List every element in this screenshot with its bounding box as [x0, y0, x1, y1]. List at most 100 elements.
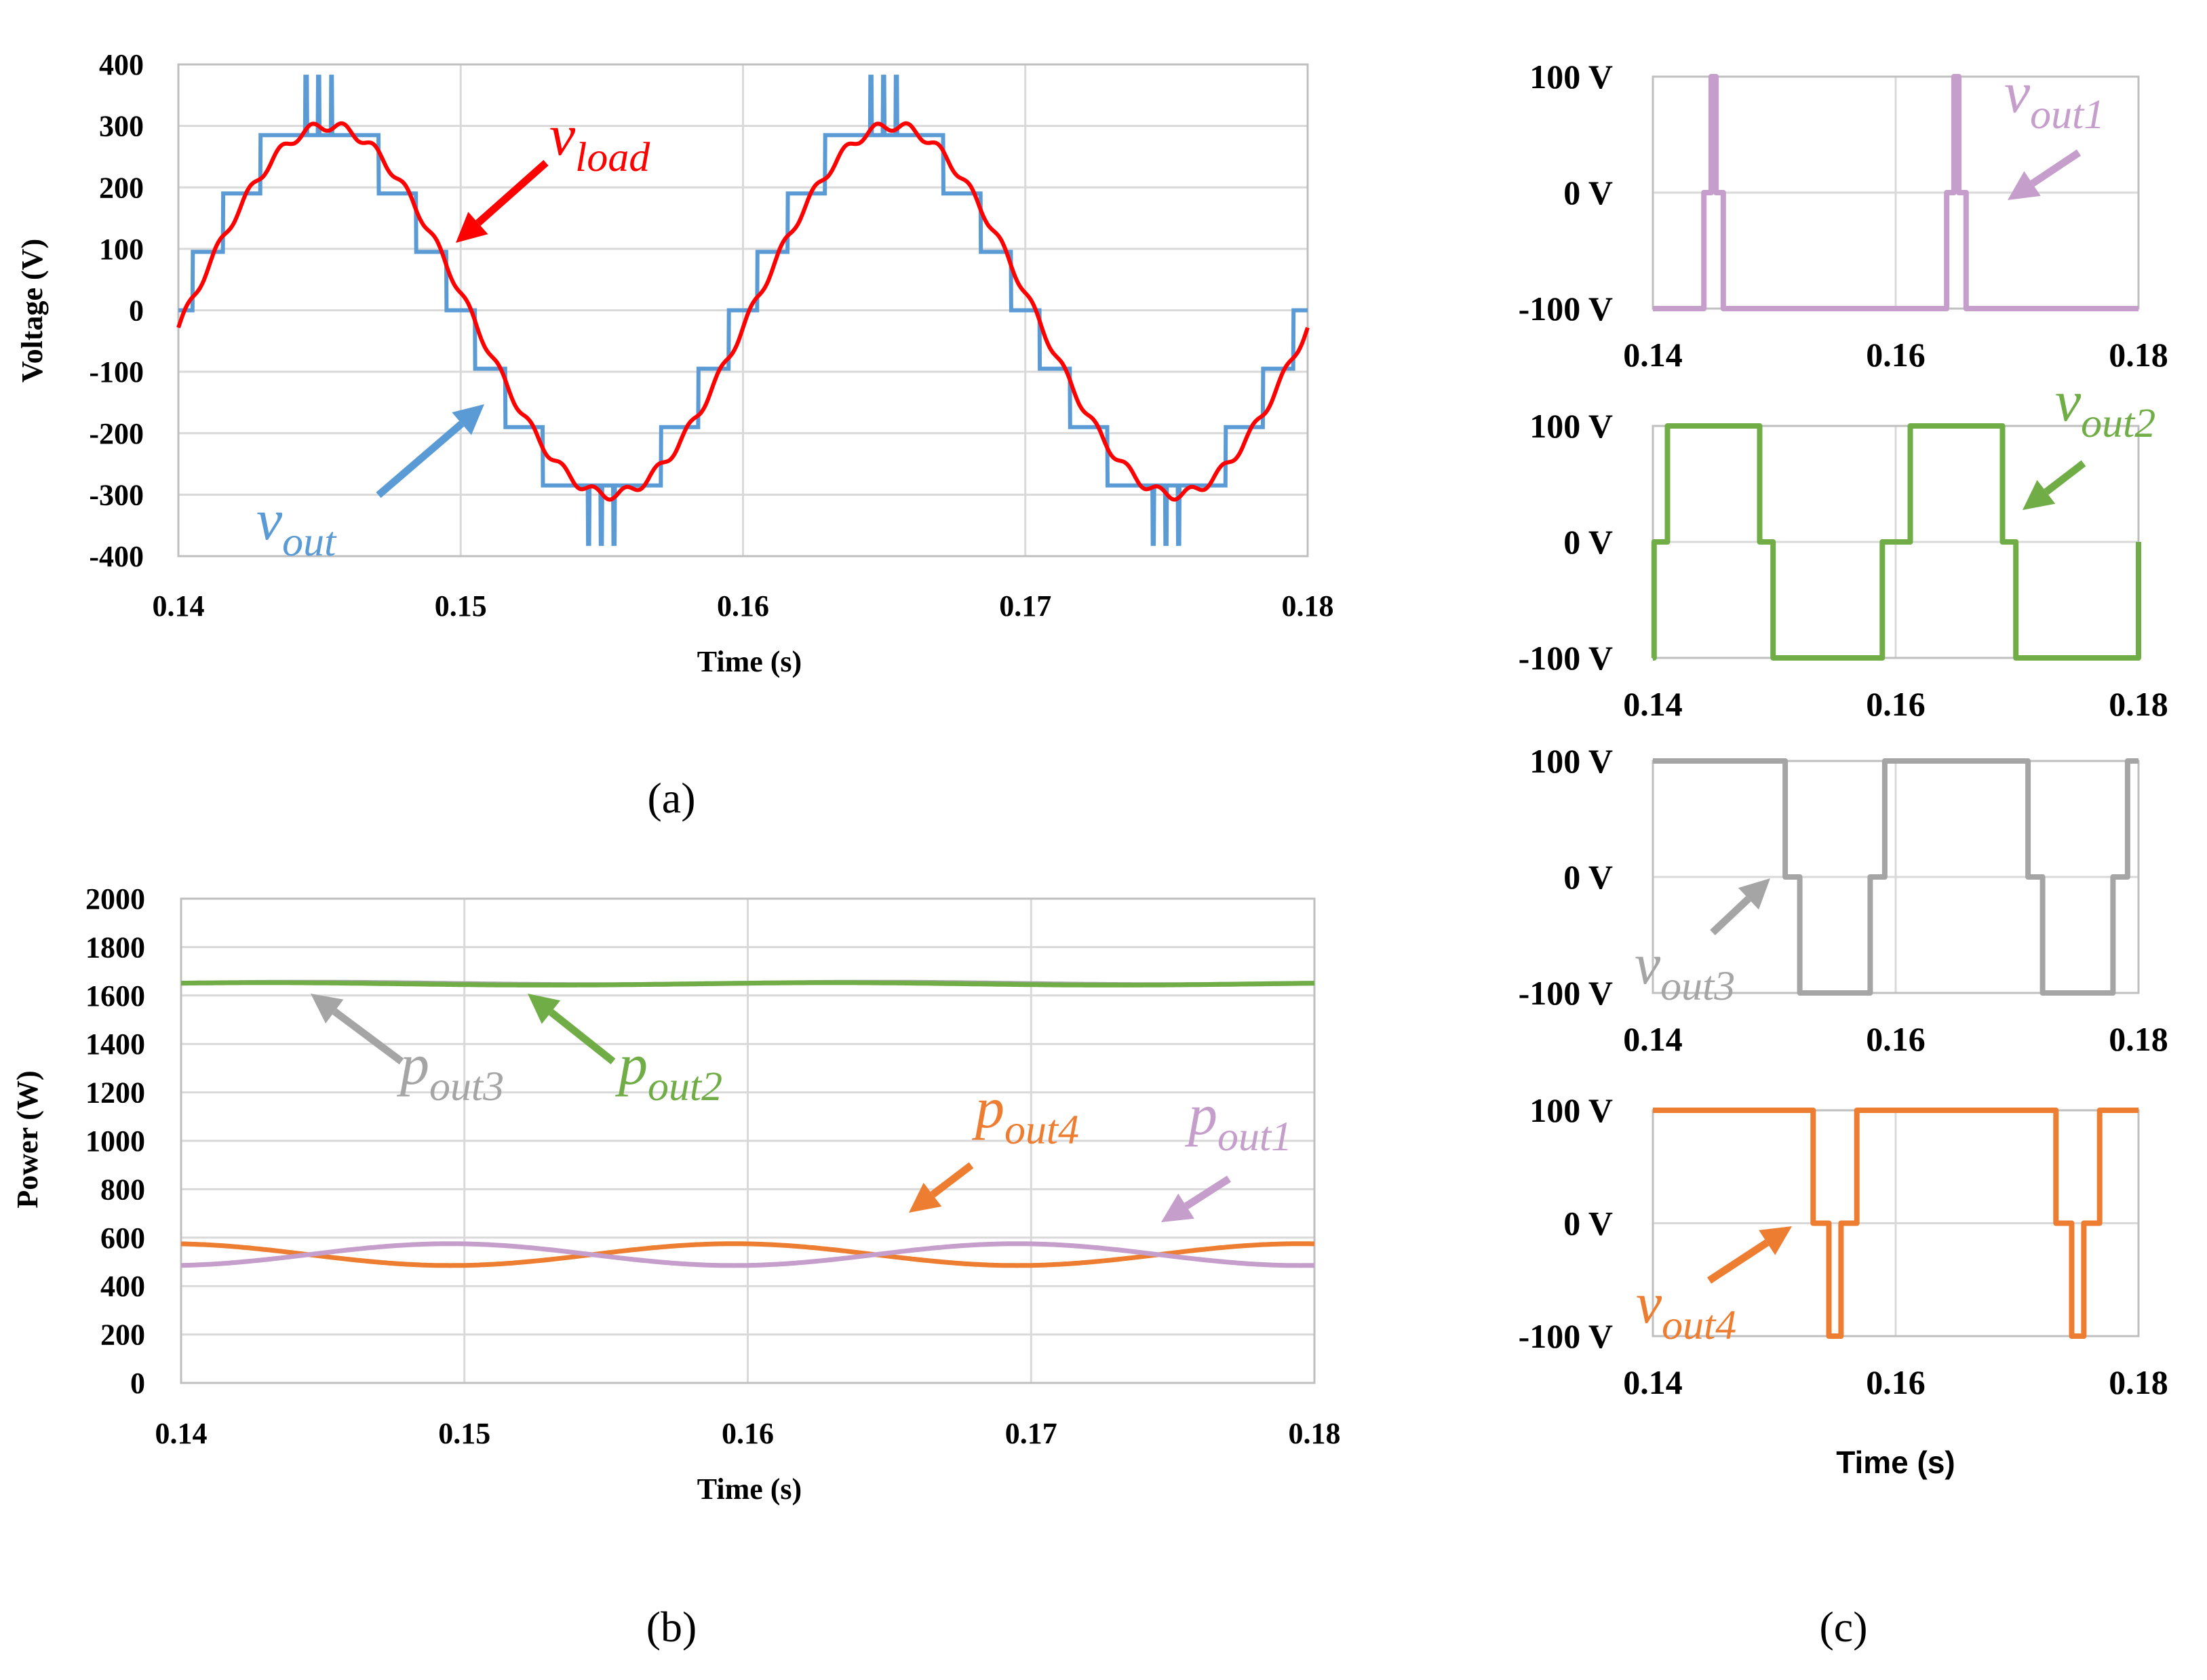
chart-a-xtick: 0.15 [435, 589, 487, 623]
chart-b-series-pout2 [180, 980, 1314, 988]
chart-b-arrow-pout2-shaft [549, 1009, 616, 1065]
chart-c-xtick: 0.18 [2109, 1363, 2168, 1401]
chart-c-xtick: 0.14 [1623, 1363, 1683, 1401]
chart-b-ytick: 2000 [85, 882, 145, 916]
chart-c-arrow-vout3-head [1738, 878, 1770, 910]
chart-c-ytick: 100 V [1529, 407, 1613, 445]
chart-c-ytick: 0 V [1563, 1205, 1613, 1243]
chart-b-arrow-pout4 [909, 1162, 974, 1213]
chart-b-xtick: 0.18 [1289, 1417, 1341, 1450]
chart-a-ytick: 200 [99, 171, 144, 204]
chart-c-ytick: 0 V [1563, 858, 1613, 896]
chart-c-arrow-vout2 [2023, 460, 2086, 510]
chart-a-arrow-vload [456, 159, 549, 243]
chart-c-xtick: 0.14 [1623, 1020, 1683, 1058]
chart-c-ytick: -100 V [1519, 1317, 1613, 1355]
chart-c-panel-vout2: 100 V 0 V -100 V 0.14 0.16 0.18 vout2 [1519, 368, 2168, 723]
chart-b-label-pout4: pout4 [971, 1075, 1079, 1153]
chart-c-ytick: 0 V [1563, 174, 1613, 212]
chart-c-arrow-vout3-shaft [1710, 896, 1751, 936]
chart-b-arrow-pout3-head [311, 994, 344, 1023]
chart-b-power: 20001800160014001200100080060040020000.1… [11, 882, 1341, 1651]
chart-c-ytick: -100 V [1519, 639, 1613, 677]
chart-c-label-vout4: vout4 [1636, 1270, 1736, 1348]
chart-a-ytick: -200 [89, 417, 144, 450]
chart-c-arrow-vout3 [1710, 878, 1770, 936]
chart-c-arrow-vout2-head [2023, 480, 2056, 510]
chart-a-voltage: 400 300 200 100 0 -100 -200 -300 -400 0.14 0.15 0.1… [16, 48, 1334, 822]
chart-b-arrow-pout4-head [909, 1182, 942, 1213]
chart-a-xtick: 0.17 [999, 589, 1051, 623]
chart-b-series-pout4 [180, 1241, 1314, 1268]
chart-a-ytick: -300 [89, 478, 144, 511]
chart-b-ytick: 800 [100, 1173, 145, 1206]
chart-c-xtick: 0.14 [1623, 336, 1683, 374]
chart-c-ytick: 100 V [1529, 1091, 1613, 1129]
chart-a-ytick: -400 [89, 540, 144, 573]
chart-b-label-pout2: pout2 [614, 1032, 722, 1110]
chart-a-arrow-vout [376, 404, 484, 499]
chart-b-ytick: 1600 [85, 979, 145, 1013]
chart-c-label-vout3: vout3 [1635, 931, 1735, 1009]
chart-c-xtick: 0.18 [2109, 1020, 2168, 1058]
chart-a-caption: (a) [647, 774, 695, 822]
chart-b-arrow-pout1-head [1161, 1193, 1194, 1222]
chart-b-label-pout1: pout1 [1184, 1082, 1292, 1160]
chart-c-arrow-vout2-shaft [2044, 460, 2086, 495]
chart-c-panel-vout3: 100 V 0 V -100 V 0.14 0.16 0.18 vout3 [1519, 742, 2168, 1058]
chart-b-ytick: 1800 [85, 931, 145, 964]
chart-c-series-vout2 [1651, 423, 2141, 661]
chart-b-xtick: 0.17 [1005, 1417, 1057, 1450]
chart-b-arrow-pout2-head [528, 994, 561, 1024]
chart-a-series-vout [178, 75, 1308, 546]
chart-a-xlabel: Time (s) [697, 645, 802, 678]
chart-c-xtick: 0.18 [2109, 336, 2168, 374]
chart-b-ytick: 1000 [85, 1125, 145, 1158]
chart-a-xtick: 0.14 [153, 589, 205, 623]
chart-b-series-pout1 [180, 1241, 1314, 1268]
chart-c-arrow-vout4 [1706, 1226, 1792, 1284]
chart-c-arrow-vout1 [2008, 149, 2082, 200]
chart-c-xtick: 0.16 [1866, 1363, 1926, 1401]
chart-a-ytick: 100 [99, 233, 144, 266]
chart-c-caption: (c) [1819, 1603, 1867, 1651]
chart-c-label-vout2: vout2 [2055, 368, 2155, 446]
chart-c-ytick: 0 V [1563, 523, 1613, 561]
chart-b-ytick: 0 [130, 1367, 145, 1400]
chart-c-arrow-vout1-head [2008, 171, 2041, 200]
chart-c-cell-voltages: 100 V 0 V -100 V 0.14 0.16 0.18 vout1 100 V 0 V -… [1519, 58, 2168, 1651]
chart-a-ytick: -100 [89, 355, 144, 389]
chart-a-label-vload: vload [549, 102, 650, 180]
chart-a-xtick: 0.16 [717, 589, 769, 623]
chart-a-ytick: 400 [99, 48, 144, 81]
chart-a-label-vout: vout [256, 487, 337, 565]
chart-c-xtick: 0.18 [2109, 685, 2168, 723]
chart-c-panel-vout4: 100 V 0 V -100 V 0.14 0.16 0.18 vout4 [1519, 1091, 2168, 1401]
chart-b-ytick: 400 [100, 1270, 145, 1303]
chart-b-plot-frame [180, 897, 1316, 1384]
chart-a-xtick: 0.18 [1282, 589, 1334, 623]
chart-c-xtick: 0.16 [1866, 685, 1926, 723]
chart-c-series-vout4 [1653, 1108, 2138, 1339]
chart-b-arrow-pout1-shaft [1184, 1175, 1231, 1209]
chart-c-arrow-vout1-shaft [2030, 149, 2082, 187]
chart-b-arrow-pout4-shaft [930, 1162, 974, 1198]
chart-b-arrow-pout3-shaft [332, 1008, 404, 1065]
chart-b-arrow-pout3 [311, 994, 404, 1065]
chart-b-arrow-pout2 [528, 994, 616, 1065]
chart-b-ytick: 600 [100, 1222, 145, 1255]
chart-c-ytick: -100 V [1519, 974, 1613, 1012]
chart-a-ytick: 300 [99, 110, 144, 143]
chart-b-xtick: 0.15 [438, 1417, 490, 1450]
chart-c-xlabel: Time (s) [1836, 1445, 1955, 1480]
chart-b-ytick: 200 [100, 1318, 145, 1352]
chart-a-arrow-vout-shaft [376, 421, 465, 499]
chart-c-panel-vout1: 100 V 0 V -100 V 0.14 0.16 0.18 vout1 [1519, 58, 2168, 374]
chart-b-xtick: 0.14 [155, 1417, 208, 1450]
chart-b-xtick: 0.16 [722, 1417, 774, 1450]
chart-c-arrow-vout4-shaft [1706, 1239, 1770, 1284]
chart-c-xtick: 0.16 [1866, 1020, 1926, 1058]
chart-c-series-vout3 [1653, 758, 2138, 996]
chart-b-ylabel: Power (W) [11, 1070, 44, 1208]
